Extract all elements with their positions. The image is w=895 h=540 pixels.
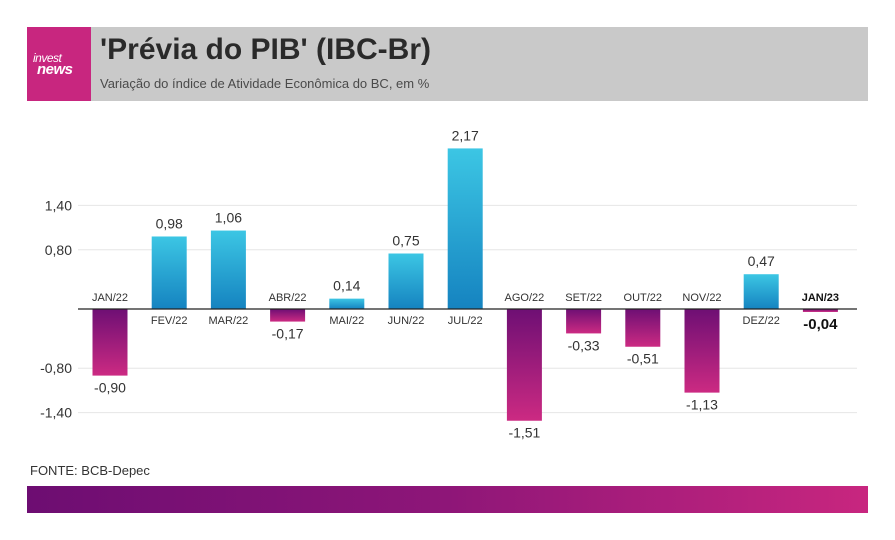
category-label: AGO/22 [505,292,545,304]
y-tick-label: 1,40 [45,197,72,213]
y-tick-label: 0,80 [45,242,72,258]
data-label: 0,75 [392,233,419,249]
data-label: 0,14 [333,278,360,294]
data-label: 0,47 [748,253,775,269]
chart-title: 'Prévia do PIB' (IBC-Br) [100,33,431,66]
investnews-logo: invest news [27,27,91,101]
data-label: 0,98 [156,215,183,231]
bar [506,309,542,421]
data-label: -1,13 [686,397,718,413]
category-label: OUT/22 [624,292,663,304]
logo-text-news: news [37,61,73,78]
data-label: -0,33 [568,337,600,353]
logo-text-invest: invest [33,51,62,65]
bar [388,253,424,309]
category-label: JAN/23 [802,292,839,304]
bar [566,309,602,334]
category-label: ABR/22 [269,292,307,304]
data-label: -0,90 [94,380,126,396]
bar [270,309,306,322]
category-label: MAI/22 [329,315,364,327]
category-label: NOV/22 [682,292,721,304]
footer-bar [27,486,868,513]
y-tick-label: -0,80 [40,360,72,376]
source-note: FONTE: BCB-Depec [30,463,150,478]
data-label: -0,04 [803,316,838,333]
data-label: -0,17 [272,326,304,342]
bar [447,148,483,309]
category-label: SET/22 [565,292,602,304]
category-label: DEZ/22 [743,315,780,327]
chart-subtitle: Variação do índice de Atividade Econômic… [100,76,430,91]
bar [329,298,365,309]
data-label: -0,51 [627,351,659,367]
category-label: FEV/22 [151,315,188,327]
data-label: 1,06 [215,210,242,226]
bar [684,309,720,393]
bar [625,309,661,347]
bar [92,309,128,376]
category-label: JUN/22 [388,315,425,327]
bar [743,274,779,309]
data-label: -1,51 [508,425,540,441]
category-label: MAR/22 [209,315,249,327]
bar [802,309,838,312]
category-label: JUL/22 [448,315,483,327]
data-label: 2,17 [452,127,479,143]
y-tick-label: -1,40 [40,405,72,421]
header: invest news 'Prévia do PIB' (IBC-Br) Var… [27,27,868,101]
category-label: JAN/22 [92,292,128,304]
bar [210,230,246,309]
bar [151,236,187,309]
